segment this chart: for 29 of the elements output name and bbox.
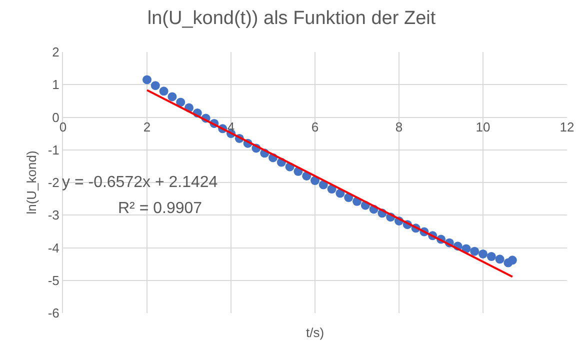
y-tick-label: 0 (52, 110, 60, 125)
y-tick-label: -1 (48, 142, 60, 158)
point (159, 86, 168, 96)
annotation: R² = 0.9907 (118, 200, 202, 217)
y-tick-label: -3 (48, 208, 60, 223)
x-tick-label: 6 (311, 119, 319, 134)
y-tick-label: -2 (48, 175, 60, 190)
point (495, 254, 504, 264)
y-tick-label: 1 (52, 77, 60, 92)
y-tick-label: -6 (48, 306, 60, 321)
y-tick-label: -5 (48, 272, 60, 288)
annotation: y = -0.6572x + 2.1424 (62, 174, 218, 191)
point (486, 252, 496, 262)
point (478, 249, 488, 258)
point (176, 98, 186, 107)
y-tick-label: 2 (52, 44, 60, 60)
x-axis-title: t/s) (306, 325, 324, 340)
point (508, 256, 517, 265)
x-tick-label: 8 (395, 119, 403, 134)
chart-title: ln(U_kond(t)) als Funktion der Zeit (147, 8, 436, 29)
x-tick-label: 12 (560, 119, 574, 134)
point (470, 246, 480, 256)
point (142, 75, 152, 84)
y-axis-title: ln(U_kond) (24, 150, 39, 214)
point (168, 92, 177, 102)
x-tick-label: 10 (476, 119, 490, 134)
point (150, 81, 160, 90)
x-tick-label: 2 (143, 119, 151, 134)
y-tick-label: -4 (48, 240, 60, 256)
